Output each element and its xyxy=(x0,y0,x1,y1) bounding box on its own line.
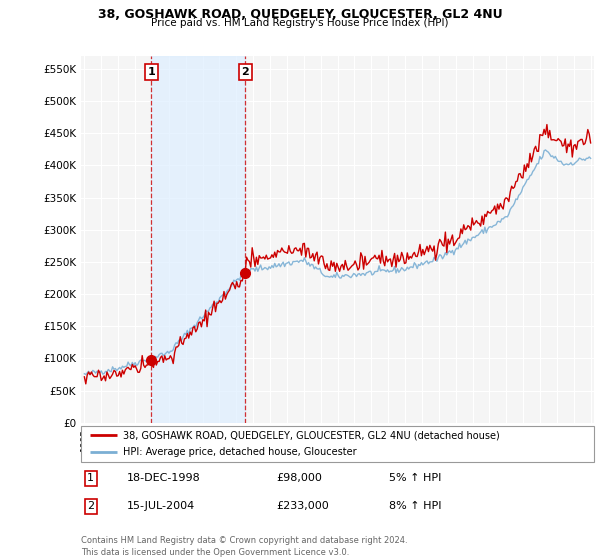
Text: 8% ↑ HPI: 8% ↑ HPI xyxy=(389,501,442,511)
Text: Price paid vs. HM Land Registry's House Price Index (HPI): Price paid vs. HM Land Registry's House … xyxy=(151,18,449,29)
Text: 18-DEC-1998: 18-DEC-1998 xyxy=(127,473,201,483)
Text: 2: 2 xyxy=(87,501,94,511)
Text: 38, GOSHAWK ROAD, QUEDGELEY, GLOUCESTER, GL2 4NU: 38, GOSHAWK ROAD, QUEDGELEY, GLOUCESTER,… xyxy=(98,8,502,21)
Text: HPI: Average price, detached house, Gloucester: HPI: Average price, detached house, Glou… xyxy=(123,447,356,457)
Text: 1: 1 xyxy=(148,67,155,77)
Text: 1: 1 xyxy=(87,473,94,483)
FancyBboxPatch shape xyxy=(81,426,594,462)
Bar xyxy=(151,56,245,423)
Text: 15-JUL-2004: 15-JUL-2004 xyxy=(127,501,196,511)
Text: 2: 2 xyxy=(241,67,249,77)
Text: 38, GOSHAWK ROAD, QUEDGELEY, GLOUCESTER, GL2 4NU (detached house): 38, GOSHAWK ROAD, QUEDGELEY, GLOUCESTER,… xyxy=(123,431,500,440)
Text: 5% ↑ HPI: 5% ↑ HPI xyxy=(389,473,441,483)
Text: £233,000: £233,000 xyxy=(276,501,329,511)
Text: £98,000: £98,000 xyxy=(276,473,322,483)
Text: Contains HM Land Registry data © Crown copyright and database right 2024.
This d: Contains HM Land Registry data © Crown c… xyxy=(81,536,407,557)
